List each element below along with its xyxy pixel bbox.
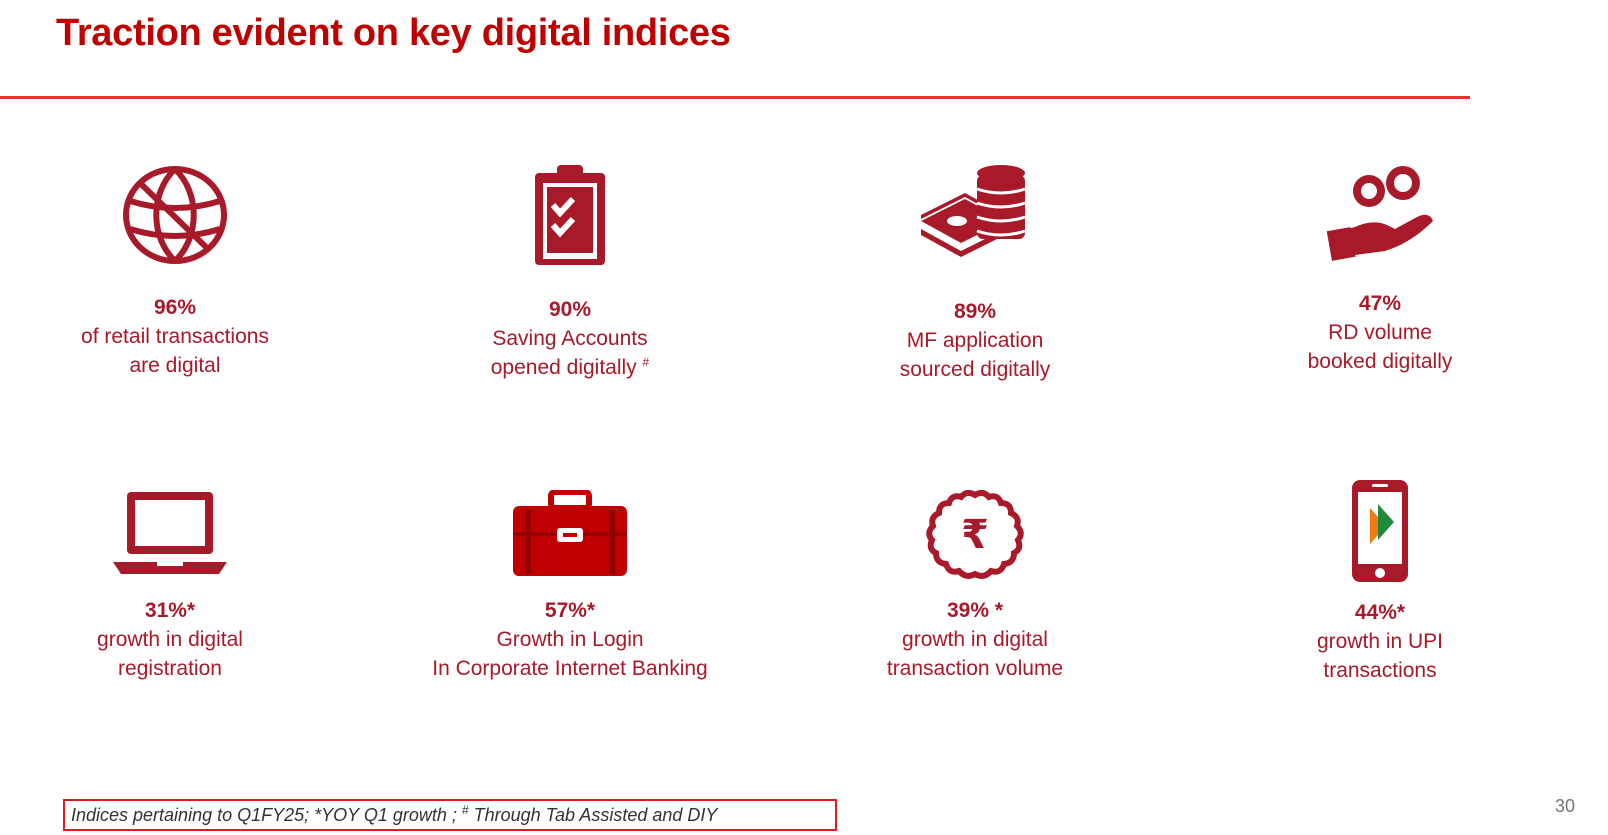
svg-text:₹: ₹ [961, 512, 989, 558]
metric-label-line1: RD volume [1328, 321, 1432, 344]
metric-label-line2-wrap: opened digitally # [420, 353, 720, 382]
metric-label-line1: Saving Accounts [492, 327, 648, 350]
footnote-text-part2: Through Tab Assisted and DIY [468, 805, 718, 825]
metric-label-line2: sourced digitally [899, 358, 1051, 381]
briefcase-icon [513, 490, 627, 576]
metric-label-line1: growth in digital [902, 628, 1048, 651]
metric-value: 44%* [1354, 601, 1406, 624]
globe-icon [123, 166, 227, 264]
metric-value: 39% * [946, 599, 1004, 622]
metric-label-line2: transactions [1323, 659, 1437, 682]
metric-upi-transactions: 44%* growth in UPI transactions [1230, 478, 1530, 685]
metric-savings-accounts: 90% Saving Accounts opened digitally # [420, 163, 720, 382]
footnote-hash-mark: # [461, 803, 469, 817]
metric-label-line1: Growth in Login [496, 628, 644, 651]
metric-mf-applications: 89% MF application sourced digitally [825, 163, 1125, 384]
page-title: Traction evident on key digital indices [56, 12, 731, 54]
metric-value: 47% [1358, 292, 1402, 315]
metric-label-line1: of retail transactions [81, 325, 269, 348]
metric-label-line2: booked digitally [1307, 350, 1453, 373]
metric-retail-transactions: 96% of retail transactions are digital [25, 163, 325, 380]
hand-coins-icon [1326, 166, 1433, 261]
metric-label-line1: MF application [906, 329, 1044, 352]
metric-transaction-volume: ₹ 39% * growth in digital transaction vo… [825, 490, 1125, 683]
metric-digital-registration: 31%* growth in digital registration [20, 490, 320, 683]
laptop-icon [113, 492, 227, 574]
money-coins-icon [921, 165, 1026, 257]
footnote-box: Indices pertaining to Q1FY25; *YOY Q1 gr… [63, 799, 837, 831]
title-divider [0, 96, 1470, 99]
metric-value: 31%* [144, 599, 196, 622]
metric-label-line2: are digital [129, 354, 221, 377]
rupee-badge-icon: ₹ [926, 490, 1024, 579]
metric-value: 89% [953, 300, 997, 323]
metric-label-line2: registration [118, 657, 222, 680]
metric-label-line2: In Corporate Internet Banking [432, 657, 708, 680]
footnote-text-part1: Indices pertaining to Q1FY25; *YOY Q1 gr… [71, 805, 462, 825]
clipboard-check-icon [535, 165, 605, 265]
metric-value: 57%* [544, 599, 596, 622]
metric-label-line1: growth in UPI [1316, 630, 1444, 653]
metric-rd-volume: 47% RD volume booked digitally [1230, 163, 1530, 376]
metric-corporate-login: 57%* Growth in Login In Corporate Intern… [420, 490, 720, 683]
page-number: 30 [1555, 796, 1576, 816]
mobile-upi-icon [1352, 480, 1408, 582]
metric-value: 90% [548, 298, 592, 321]
metric-value: 96% [153, 296, 197, 319]
metric-label-line1: growth in digital [97, 628, 243, 651]
metric-label-line2: transaction volume [886, 657, 1064, 680]
hash-footnote-mark: # [642, 355, 650, 369]
metric-label-line2: opened digitally [490, 356, 637, 379]
